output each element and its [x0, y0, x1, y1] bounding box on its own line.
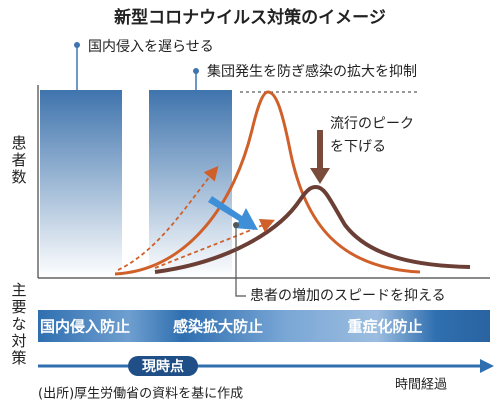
measure: 重症化防止: [347, 318, 422, 336]
column: [149, 90, 232, 278]
curve-high: [114, 90, 421, 276]
title: 新型コロナウイルス対策のイメージ: [114, 7, 386, 28]
now-label: 現時点: [142, 358, 184, 375]
column: [40, 90, 122, 278]
measures-bar: [38, 310, 490, 342]
annotation: を下げる: [330, 139, 386, 155]
bullet: [74, 42, 80, 48]
measure: 感染拡大防止: [173, 318, 263, 336]
measure: 国内侵入防止: [40, 318, 130, 336]
time-label: 時間経過: [395, 378, 447, 393]
annotation: 患者の増加のスピードを抑える: [250, 288, 446, 304]
timeline-head: [480, 359, 494, 373]
dashed-arrow: [154, 218, 275, 269]
bullet: [193, 68, 199, 74]
down-arrow: [310, 130, 330, 184]
curve-low: [154, 184, 471, 274]
y-axis-label: 患者数: [10, 135, 28, 186]
bullet: [233, 222, 239, 228]
annotation: 国内侵入を遅らせる: [88, 38, 214, 55]
shift-arrow: [208, 196, 258, 230]
source: (出所)厚生労働省の資料を基に作成: [38, 387, 243, 402]
dashed-arrow: [117, 165, 219, 271]
now-pill: [128, 356, 198, 376]
annotation: 集団発生を防ぎ感染の拡大を抑制: [207, 63, 417, 80]
annotation: 流行のピーク: [330, 116, 414, 132]
measures-label: 主要な対策: [10, 282, 28, 367]
bullet-line: [235, 225, 246, 297]
